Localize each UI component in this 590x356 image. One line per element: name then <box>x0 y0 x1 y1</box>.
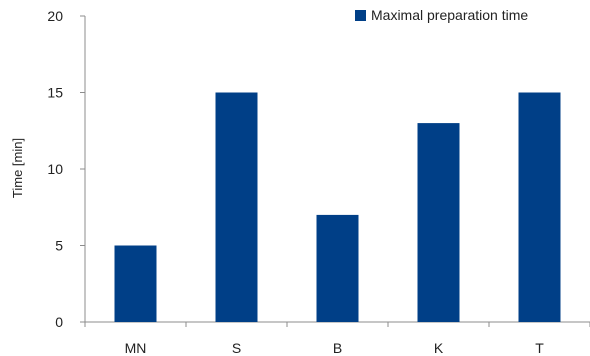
x-tick-label: K <box>434 340 444 356</box>
x-tick-label: MN <box>125 340 147 356</box>
y-axis-title: Time [min] <box>10 138 25 198</box>
y-tick-label: 20 <box>47 8 63 24</box>
x-tick-label: S <box>232 340 241 356</box>
x-tick-label: B <box>333 340 342 356</box>
bar-s <box>215 92 258 322</box>
y-tick-label: 0 <box>55 314 63 330</box>
bar-k <box>417 123 460 322</box>
legend-label: Maximal preparation time <box>371 7 528 23</box>
bar-b <box>316 214 359 322</box>
x-ticks: MN S B K T <box>84 322 590 356</box>
y-ticks: 0 5 10 15 20 <box>47 8 85 330</box>
legend: Maximal preparation time <box>355 7 528 23</box>
y-tick-label: 10 <box>47 161 63 177</box>
x-tick-label: T <box>535 340 544 356</box>
y-tick-label: 5 <box>55 238 63 254</box>
bar-t <box>518 92 561 322</box>
legend-swatch <box>355 10 366 21</box>
y-tick-label: 15 <box>47 85 63 101</box>
bar-mn <box>114 245 157 322</box>
bars <box>114 92 561 322</box>
